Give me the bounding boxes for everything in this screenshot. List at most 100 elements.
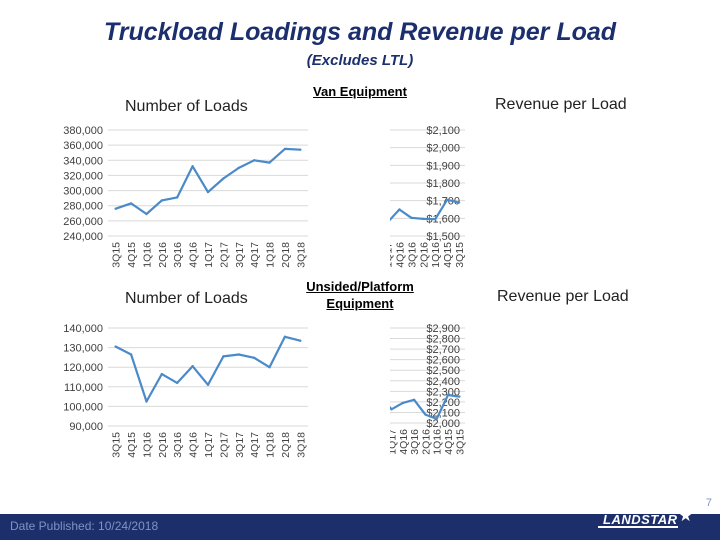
page-number: 7 [705, 497, 712, 509]
chart-svg: 240,000 260,000 280,000 300,000 320,000 340,0… [63, 125, 308, 268]
y-tick-label: 140,000 [63, 323, 103, 335]
data-point [299, 339, 302, 342]
y-tick-label: $1,600 [426, 213, 460, 225]
unsided-heading-line1: Unsided/Platform [306, 279, 414, 294]
page-subtitle: (Excludes LTL) [306, 52, 414, 69]
x-tick-label: 3Q16 [172, 432, 184, 458]
data-point [398, 208, 401, 211]
data-point [222, 177, 225, 180]
page-title: Truckload Loadings and Revenue per Load [103, 18, 617, 46]
y-tick-label: $2,000 [426, 418, 460, 430]
x-tick-label: 2Q16 [420, 429, 432, 455]
unsided-heading-line2: Equipment [326, 296, 394, 311]
x-tick-label: 4Q17 [249, 432, 261, 458]
x-tick-label: 1Q18 [265, 242, 277, 268]
x-tick-label: 4Q16 [398, 429, 410, 455]
data-point [191, 165, 194, 168]
x-tick-label: 4Q15 [126, 432, 138, 458]
y-tick-label: $2,400 [426, 376, 460, 388]
chart-title: Number of Loads [125, 290, 248, 307]
data-point [299, 148, 302, 151]
chart-title: Revenue per Load [497, 288, 629, 305]
landstar-logo-text: LANDSTAR [603, 512, 678, 527]
data-point [252, 356, 256, 359]
y-tick-label: 260,000 [63, 216, 103, 228]
x-tick-label: 1Q16 [430, 242, 442, 268]
x-tick-label: 4Q16 [188, 242, 200, 268]
y-tick-label: 110,000 [64, 382, 103, 394]
data-point [191, 365, 194, 368]
unsided-platform-heading: Unsided/Platform Equipment [290, 278, 430, 312]
y-tick-label: $1,500 [426, 231, 460, 243]
van-revenue-chart: Revenue per Load $1,500 $1,600 $1,700 $1,800… [390, 92, 710, 277]
x-tick-label: 4Q17 [249, 242, 261, 268]
data-point [446, 393, 450, 397]
data-point [237, 353, 240, 356]
y-tick-label: $2,800 [426, 334, 460, 346]
x-tick-label: 4Q15 [443, 429, 455, 455]
x-tick-label: 1Q16 [141, 432, 153, 458]
y-tick-label: $2,700 [426, 344, 460, 356]
data-point [129, 202, 133, 205]
data-point [410, 216, 413, 220]
x-tick-label: 3Q17 [234, 242, 246, 268]
data-point [206, 383, 210, 387]
y-tick-label: $2,600 [426, 355, 460, 367]
x-tick-label: 1Q17 [390, 429, 399, 455]
y-tick-label: 130,000 [63, 343, 103, 355]
x-tick-label: 2Q17 [218, 242, 230, 268]
data-point [160, 372, 164, 376]
data-point [222, 355, 225, 358]
data-point [457, 201, 461, 204]
x-tick-label: 3Q15 [454, 242, 466, 268]
y-tick-label: 380,000 [63, 125, 103, 137]
x-tick-label: 4Q16 [394, 242, 406, 268]
x-tick-label: 4Q16 [188, 432, 200, 458]
chart-svg: $2,000$2,100$2,200$2,300$2,400$2,500$2,6… [390, 323, 466, 455]
data-point [412, 398, 416, 401]
y-tick-label: $1,700 [426, 196, 460, 208]
data-point [435, 417, 438, 420]
y-tick-label: 320,000 [63, 170, 103, 182]
data-point [433, 218, 437, 221]
chart-title: Revenue per Load [495, 96, 627, 113]
x-tick-label: 2Q16 [157, 432, 169, 458]
data-point [422, 217, 425, 221]
data-point [390, 408, 393, 411]
data-point [283, 335, 287, 339]
x-tick-label: 3Q17 [234, 432, 246, 458]
y-tick-label: 280,000 [63, 201, 103, 213]
x-tick-label: 4Q15 [126, 242, 138, 268]
series-line [115, 147, 301, 216]
star-icon: ★ [678, 506, 694, 525]
data-point [283, 147, 287, 151]
y-tick-label: $1,800 [426, 178, 460, 190]
data-point [114, 207, 117, 210]
data-point [114, 345, 117, 348]
y-tick-label: 120,000 [63, 362, 103, 374]
data-point [129, 353, 133, 356]
x-tick-label: 3Q15 [111, 242, 123, 268]
date-published: Date Published: 10/24/2018 [10, 519, 159, 533]
data-point [206, 190, 210, 194]
x-tick-label: 4Q15 [442, 242, 454, 268]
x-tick-label: 1Q17 [390, 242, 395, 268]
x-tick-label: 3Q18 [295, 432, 307, 458]
y-tick-label: $2,100 [426, 407, 460, 419]
chart-svg: 90,000 100,000 110,000 120,000 130,000 140,00… [63, 323, 308, 458]
x-tick-label: 1Q17 [203, 242, 215, 268]
data-point [176, 196, 179, 199]
van-loads-chart: Number of Loads 240,000 260,000 280,000 300,… [20, 92, 330, 277]
x-tick-label: 3Q18 [295, 242, 307, 268]
y-tick-label: $2,100 [426, 125, 460, 137]
data-point [252, 159, 256, 162]
x-tick-label: 2Q17 [218, 432, 230, 458]
data-point [145, 400, 148, 403]
data-point [237, 166, 240, 170]
logo-underline [598, 526, 678, 528]
x-tick-label: 1Q18 [265, 432, 277, 458]
y-tick-label: 240,000 [63, 231, 103, 243]
x-tick-label: 2Q18 [280, 432, 292, 458]
data-point [176, 381, 179, 385]
y-tick-label: 360,000 [63, 140, 103, 152]
